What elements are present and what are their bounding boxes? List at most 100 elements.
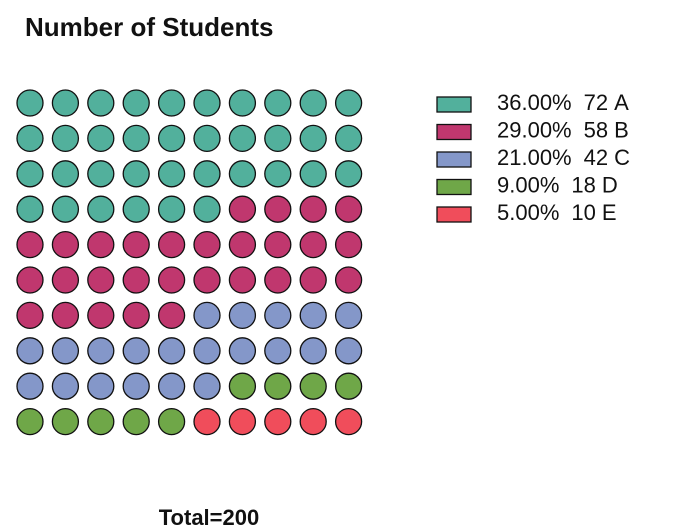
- waffle-cell: [157, 124, 186, 153]
- waffle-cell: [264, 124, 292, 153]
- waffle-cell: [299, 124, 327, 153]
- waffle-cell: [228, 337, 257, 365]
- waffle-cell: [228, 266, 257, 294]
- waffle-cell: [264, 301, 292, 330]
- legend-category: D: [602, 172, 618, 197]
- legend-swatch: [436, 96, 472, 113]
- waffle-cell: [264, 230, 292, 259]
- waffle-cell: [122, 301, 150, 330]
- legend-count: 10: [571, 200, 595, 225]
- waffle-cell: [264, 89, 292, 117]
- waffle-cell: [122, 89, 150, 117]
- waffle-cell: [334, 407, 363, 436]
- waffle-cell: [193, 301, 221, 330]
- legend-count: 18: [571, 172, 595, 197]
- legend-percent: 21.00%: [497, 145, 572, 170]
- waffle-cell: [228, 372, 257, 400]
- waffle-cell: [87, 160, 115, 188]
- waffle-cell: [51, 160, 80, 188]
- waffle-cell: [157, 372, 186, 400]
- waffle-cell: [299, 337, 327, 365]
- waffle-cell: [87, 301, 115, 330]
- waffle-cell: [264, 337, 292, 365]
- waffle-cell: [157, 266, 186, 294]
- waffle-cell: [228, 124, 257, 153]
- waffle-cell: [122, 230, 150, 259]
- waffle-cell: [228, 230, 257, 259]
- waffle-cell: [16, 89, 44, 117]
- waffle-cell: [334, 266, 363, 294]
- waffle-cell: [157, 337, 186, 365]
- waffle-cell: [193, 372, 221, 400]
- waffle-cell: [228, 160, 257, 188]
- legend-category: B: [614, 117, 629, 142]
- waffle-cell: [122, 124, 150, 153]
- chart-title: Number of Students: [25, 12, 273, 42]
- waffle-cell: [228, 195, 257, 223]
- waffle-cell: [264, 195, 292, 223]
- legend-swatch: [436, 178, 472, 196]
- waffle-cell: [87, 407, 115, 436]
- waffle-cell: [334, 301, 363, 330]
- waffle-cell: [334, 230, 363, 259]
- legend-category: C: [614, 145, 630, 170]
- waffle-cell: [193, 266, 221, 294]
- waffle-cell: [51, 337, 80, 365]
- waffle-cell: [87, 337, 115, 365]
- waffle-cell: [193, 230, 221, 259]
- waffle-cell: [16, 230, 44, 259]
- waffle-cell: [16, 160, 44, 188]
- waffle-cell: [87, 89, 115, 117]
- waffle-cell: [16, 124, 44, 153]
- waffle-cell: [264, 160, 292, 188]
- waffle-cell: [299, 301, 327, 330]
- waffle-cell: [16, 407, 44, 436]
- waffle-cell: [16, 266, 44, 294]
- legend-label: 36.00% 72 A: [497, 90, 629, 115]
- waffle-cell: [299, 372, 327, 400]
- legend-label: 9.00% 18 D: [497, 172, 618, 197]
- waffle-cell: [51, 407, 80, 436]
- waffle-cell: [334, 89, 363, 117]
- legend-count: 42: [584, 145, 608, 170]
- legend-label: 29.00% 58 B: [497, 117, 629, 142]
- legend-percent: 9.00%: [497, 172, 559, 197]
- legend-percent: 29.00%: [497, 117, 572, 142]
- waffle-cell: [264, 407, 292, 436]
- legend-percent: 36.00%: [497, 90, 572, 115]
- waffle-cell: [193, 337, 221, 365]
- waffle-cell: [51, 124, 80, 153]
- waffle-cell: [51, 89, 80, 117]
- waffle-cell: [157, 230, 186, 259]
- legend-swatch: [436, 123, 472, 141]
- waffle-cell: [16, 337, 44, 365]
- waffle-cell: [87, 372, 115, 400]
- waffle-cell: [334, 124, 363, 153]
- waffle-cell: [299, 195, 327, 223]
- legend-swatch: [436, 151, 472, 168]
- waffle-cell: [228, 407, 257, 436]
- waffle-cell: [299, 89, 327, 117]
- waffle-cell: [122, 407, 150, 436]
- waffle-cell: [193, 407, 221, 436]
- waffle-cell: [299, 160, 327, 188]
- waffle-cell: [193, 124, 221, 153]
- waffle-cell: [122, 195, 150, 223]
- legend-count: 72: [584, 90, 608, 115]
- waffle-cell: [334, 160, 363, 188]
- waffle-cell: [157, 195, 186, 223]
- waffle-cell: [122, 372, 150, 400]
- legend-label: 21.00% 42 C: [497, 145, 630, 170]
- waffle-cell: [299, 407, 327, 436]
- waffle-cell: [157, 407, 186, 436]
- waffle-cell: [87, 124, 115, 153]
- waffle-cell: [87, 266, 115, 294]
- legend-count: 58: [584, 117, 608, 142]
- waffle-cell: [122, 337, 150, 365]
- waffle-cell: [228, 89, 257, 117]
- waffle-cell: [157, 89, 186, 117]
- waffle-cell: [51, 230, 80, 259]
- waffle-cell: [87, 230, 115, 259]
- legend-percent: 5.00%: [497, 200, 559, 225]
